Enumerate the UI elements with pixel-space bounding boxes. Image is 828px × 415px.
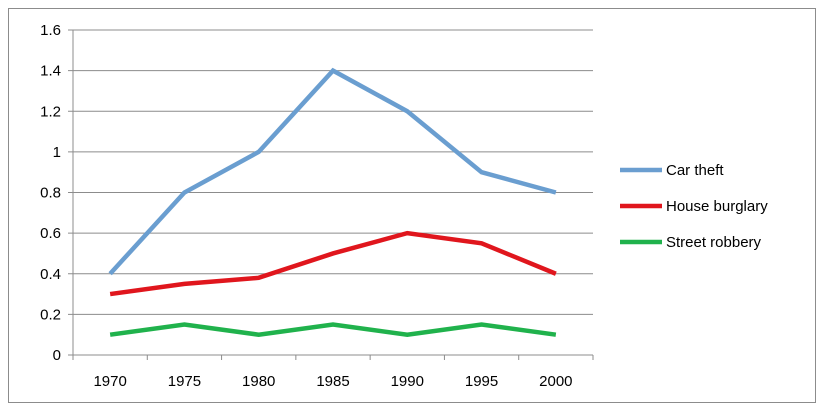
- legend-label: Street robbery: [666, 234, 762, 251]
- gridlines: [73, 29, 593, 315]
- y-tick-labels: 0 0.2 0.4 0.6 0.8 1 1.2 1.4 1.6: [40, 22, 61, 364]
- legend-label: Car theft: [666, 162, 724, 179]
- y-tick-label: 0.2: [40, 306, 61, 323]
- x-tick-label: 1985: [316, 373, 349, 390]
- x-tick-label: 1980: [242, 373, 275, 390]
- y-tick-label: 1.2: [40, 103, 61, 120]
- series-lines: [108, 67, 557, 337]
- x-tick-label: 2000: [539, 373, 572, 390]
- y-tick-label: 0.4: [40, 266, 61, 283]
- x-tick-labels: 1970 1975 1980 1985 1990 1995 2000: [93, 373, 572, 390]
- chart-frame: [8, 8, 816, 403]
- y-tick-label: 1.6: [40, 22, 61, 39]
- axes: [68, 29, 594, 360]
- series-line-house-burglary: [109, 230, 557, 297]
- y-tick-label: 1: [53, 144, 61, 161]
- series-line-street-robbery: [109, 322, 557, 337]
- x-tick-label: 1995: [465, 373, 498, 390]
- series-line-car-theft: [108, 67, 557, 276]
- x-tick-label: 1975: [168, 373, 201, 390]
- legend: Car theft House burglary Street robbery: [620, 162, 768, 251]
- y-tick-label: 0.8: [40, 185, 61, 202]
- x-tick-label: 1990: [391, 373, 424, 390]
- y-tick-label: 0: [53, 347, 61, 364]
- y-tick-label: 1.4: [40, 63, 61, 80]
- legend-label: House burglary: [666, 198, 768, 215]
- x-tick-label: 1970: [93, 373, 126, 390]
- y-tick-label: 0.6: [40, 225, 61, 242]
